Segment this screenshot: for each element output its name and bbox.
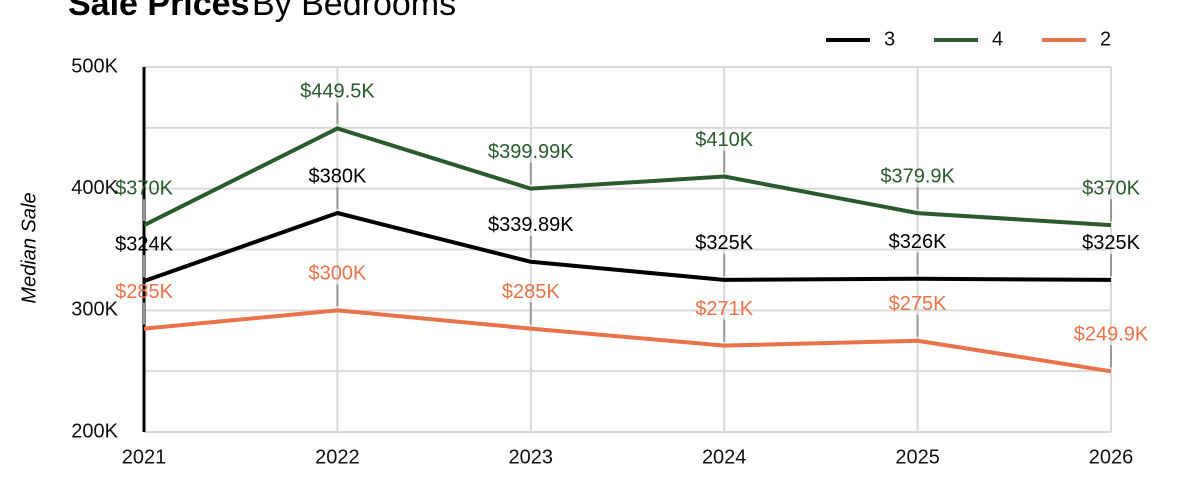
y-tick-label: 500K: [71, 55, 118, 77]
legend-label: 4: [992, 28, 1003, 50]
x-tick-label: 2022: [315, 446, 360, 468]
x-tick-label: 2023: [509, 446, 554, 468]
data-label: $325K: [695, 232, 753, 254]
data-label: $300K: [308, 263, 366, 285]
y-tick-label: 300K: [71, 299, 118, 321]
x-tick-label: 2026: [1089, 446, 1134, 468]
line: [143, 211, 1112, 284]
legend-label: 3: [884, 28, 895, 50]
data-label: $379.9K: [880, 165, 955, 187]
data-label: $370K: [1082, 177, 1140, 199]
data-label: $380K: [308, 165, 366, 187]
chart-subtitle: By Bedrooms: [252, 0, 456, 23]
data-label: $324K: [115, 233, 173, 255]
y-tick-label: 400K: [71, 177, 118, 199]
data-label: $339.89K: [488, 214, 574, 236]
line: [143, 308, 1112, 374]
x-tick-label: 2025: [895, 446, 940, 468]
data-label: $399.99K: [488, 141, 574, 163]
data-label: $249.9K: [1074, 324, 1149, 346]
data-label: $370K: [115, 177, 173, 199]
data-label: $410K: [695, 129, 753, 151]
data-label: $326K: [889, 231, 947, 253]
data-label: $271K: [695, 298, 753, 320]
chart-title: Sale Prices: [68, 0, 249, 23]
legend-label: 2: [1100, 28, 1111, 50]
data-label: $285K: [502, 281, 560, 303]
data-label: $325K: [1082, 232, 1140, 254]
y-axis-label: Median Sale: [18, 192, 40, 303]
y-tick-label: 200K: [71, 420, 118, 442]
x-tick-label: 2024: [702, 446, 747, 468]
data-label: $449.5K: [300, 81, 375, 103]
data-label: $285K: [115, 281, 173, 303]
line: [143, 126, 1112, 228]
data-label: $275K: [889, 293, 947, 315]
x-tick-label: 2021: [122, 446, 167, 468]
